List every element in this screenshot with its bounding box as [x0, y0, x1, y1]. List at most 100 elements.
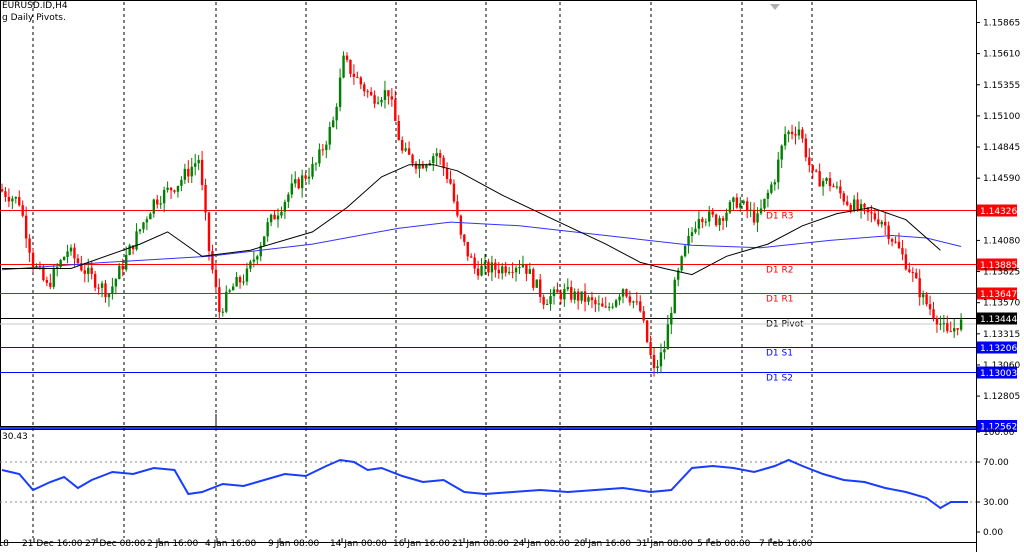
bear-candle	[511, 271, 514, 273]
bear-candle	[542, 296, 545, 305]
price-tick-label: 1.13315	[983, 330, 1020, 340]
bear-candle	[897, 241, 901, 249]
bear-candle	[73, 247, 76, 259]
bull-candle	[307, 176, 311, 179]
bull-candle	[732, 197, 735, 202]
bear-candle	[925, 294, 928, 305]
oscillator-tick-label: 100.00	[983, 428, 1015, 438]
bear-candle	[625, 289, 628, 297]
bull-candle	[756, 213, 759, 223]
oscillator-value: 30.43	[2, 432, 28, 442]
oscillator-tick-label: 0.00	[983, 528, 1003, 538]
bear-candle	[297, 179, 300, 189]
bull-candle	[283, 201, 287, 212]
chart-title: EURUSD.ID,H4	[2, 1, 68, 11]
bear-candle	[421, 164, 425, 169]
time-tick-label: 21 Dec 16:00	[22, 539, 83, 549]
bull-candle	[766, 192, 770, 199]
pivot-price-tag	[977, 258, 1017, 271]
bear-candle	[24, 215, 28, 239]
bear-candle	[904, 254, 908, 270]
bull-candle	[325, 144, 328, 151]
bull-candle	[597, 303, 601, 305]
bear-candle	[901, 248, 904, 255]
bear-candle	[397, 120, 400, 141]
bull-candle	[190, 166, 193, 177]
bear-candle	[801, 129, 804, 139]
bull-candle	[221, 311, 224, 313]
price-tick-label: 1.14080	[983, 236, 1020, 246]
bear-candle	[321, 149, 325, 151]
bull-candle	[663, 349, 666, 353]
bull-candle	[825, 178, 828, 182]
bottom-price-tag-text: 1.12562	[980, 423, 1017, 433]
bull-candle	[107, 293, 111, 298]
bear-candle	[735, 197, 739, 208]
pivot-label: D1 R1	[766, 295, 794, 305]
bear-candle	[752, 209, 756, 223]
bear-candle	[438, 153, 442, 158]
bear-candle	[211, 251, 214, 270]
bear-candle	[218, 287, 221, 313]
oscillator-tick-label: 70.00	[983, 458, 1009, 468]
bull-candle	[694, 228, 697, 233]
bull-candle	[69, 247, 73, 252]
bull-candle	[480, 265, 483, 276]
bull-candle	[773, 182, 776, 185]
bull-candle	[953, 328, 956, 332]
bull-candle	[252, 259, 256, 262]
bear-candle	[894, 241, 897, 243]
pivot-price-tag-text: 1.13206	[980, 344, 1017, 354]
bull-candle	[376, 102, 380, 104]
pivot-price-tag	[977, 204, 1017, 217]
bull-candle	[680, 256, 683, 271]
bear-candle	[97, 287, 100, 289]
bear-candle	[532, 269, 535, 288]
bear-candle	[635, 301, 638, 303]
bear-candle	[811, 165, 814, 171]
bull-candle	[159, 203, 162, 205]
bear-candle	[442, 157, 445, 169]
bear-candle	[169, 187, 173, 191]
oscillator-panel	[1, 458, 968, 510]
bear-candle	[804, 138, 808, 158]
bear-candle	[911, 272, 914, 274]
bull-candle	[432, 156, 435, 164]
bull-candle	[332, 120, 335, 127]
bear-candle	[863, 203, 866, 208]
bear-candle	[387, 90, 390, 97]
bear-candle	[93, 274, 97, 288]
bull-candle	[725, 212, 728, 221]
bear-candle	[815, 170, 818, 172]
bear-candle	[473, 257, 476, 269]
bear-candle	[908, 269, 911, 273]
bull-candle	[608, 306, 611, 308]
bull-candle	[939, 323, 942, 325]
bear-candle	[4, 191, 7, 197]
bear-candle	[525, 263, 528, 274]
time-tick-label: 31 Jan 08:00	[636, 539, 693, 549]
bull-candle	[742, 201, 745, 204]
time-tick-label: 5 Feb 00:00	[697, 539, 751, 549]
bear-candle	[556, 289, 559, 293]
bear-candle	[21, 205, 24, 216]
bull-candle	[266, 222, 269, 237]
pivot-price-tag-text: 1.13647	[980, 290, 1017, 300]
bear-candle	[470, 256, 473, 258]
main-frame	[0, 0, 977, 427]
pivot-price-tag	[977, 287, 1017, 300]
bull-candle	[276, 215, 280, 220]
bull-candle	[176, 185, 180, 192]
bear-candle	[456, 201, 459, 216]
bull-candle	[231, 286, 235, 291]
bull-candle	[501, 266, 504, 274]
bull-candle	[835, 186, 839, 188]
bear-candle	[794, 134, 797, 136]
bull-candle	[194, 163, 197, 167]
bear-candle	[452, 183, 456, 202]
bear-candle	[214, 269, 218, 288]
price-tick-label: 1.13570	[983, 299, 1020, 309]
bear-candle	[628, 296, 632, 303]
bear-candle	[832, 186, 835, 188]
